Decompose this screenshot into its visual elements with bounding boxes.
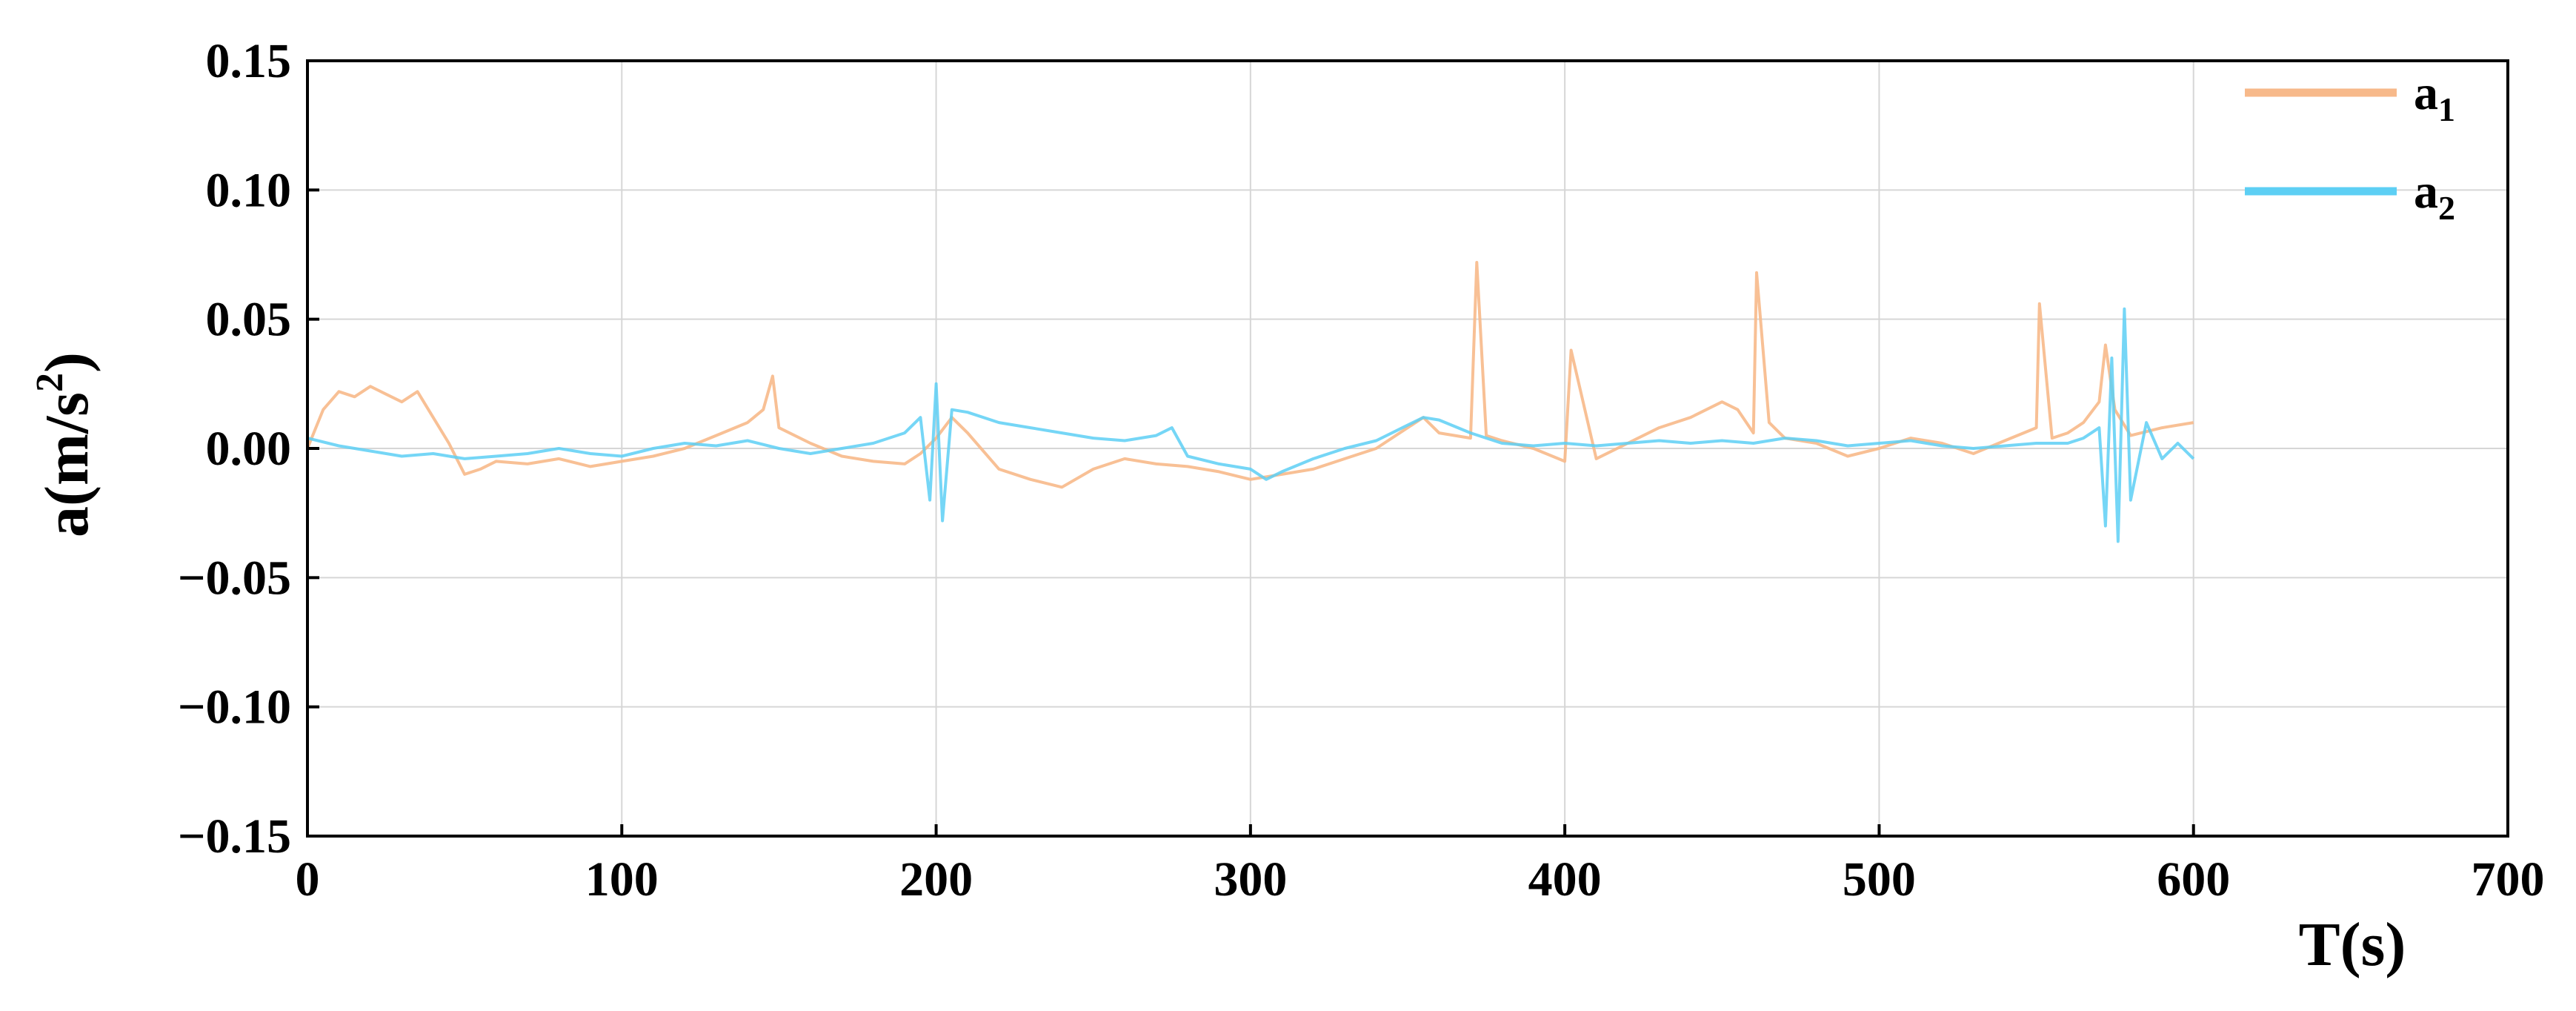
y-tick-label: −0.15 <box>178 809 291 864</box>
x-tick-label: 700 <box>2472 852 2545 906</box>
y-tick-label: 0.05 <box>206 293 292 347</box>
ticks <box>306 59 2509 838</box>
x-axis-title: T(s) <box>2299 910 2406 979</box>
y-axis-title: a(m/s2) <box>29 352 101 537</box>
legend-label-a1: a1 <box>2414 66 2455 128</box>
y-tick-label: −0.05 <box>178 551 291 605</box>
x-tick-label: 100 <box>585 852 659 906</box>
y-tick-label: −0.10 <box>178 680 291 735</box>
legend: a1 a2 <box>2245 66 2455 227</box>
y-axis-title-main: a(m/s <box>33 392 101 537</box>
y-axis-title-close: ) <box>33 352 101 373</box>
series-layer <box>306 261 2195 543</box>
series-line-a2 <box>307 307 2195 543</box>
y-tick-label: 0.00 <box>206 422 292 476</box>
y-tick-label: 0.15 <box>206 34 292 88</box>
x-tick-label: 400 <box>1528 852 1602 906</box>
legend-label-a2: a2 <box>2414 165 2455 227</box>
x-tick-label: 600 <box>2157 852 2230 906</box>
series-line-a1 <box>306 261 2194 489</box>
x-tick-label: 0 <box>296 852 320 906</box>
y-tick-label: 0.10 <box>206 163 292 217</box>
y-axis-title-sup: 2 <box>29 373 71 392</box>
x-tick-label: 500 <box>1843 852 1916 906</box>
tick-labels: 0 100 200 300 400 500 600 700 0.15 0.10 0.05 0.00 −0… <box>178 34 2545 906</box>
x-tick-label: 200 <box>899 852 973 906</box>
grid <box>307 61 2508 836</box>
x-tick-label: 300 <box>1214 852 1287 906</box>
